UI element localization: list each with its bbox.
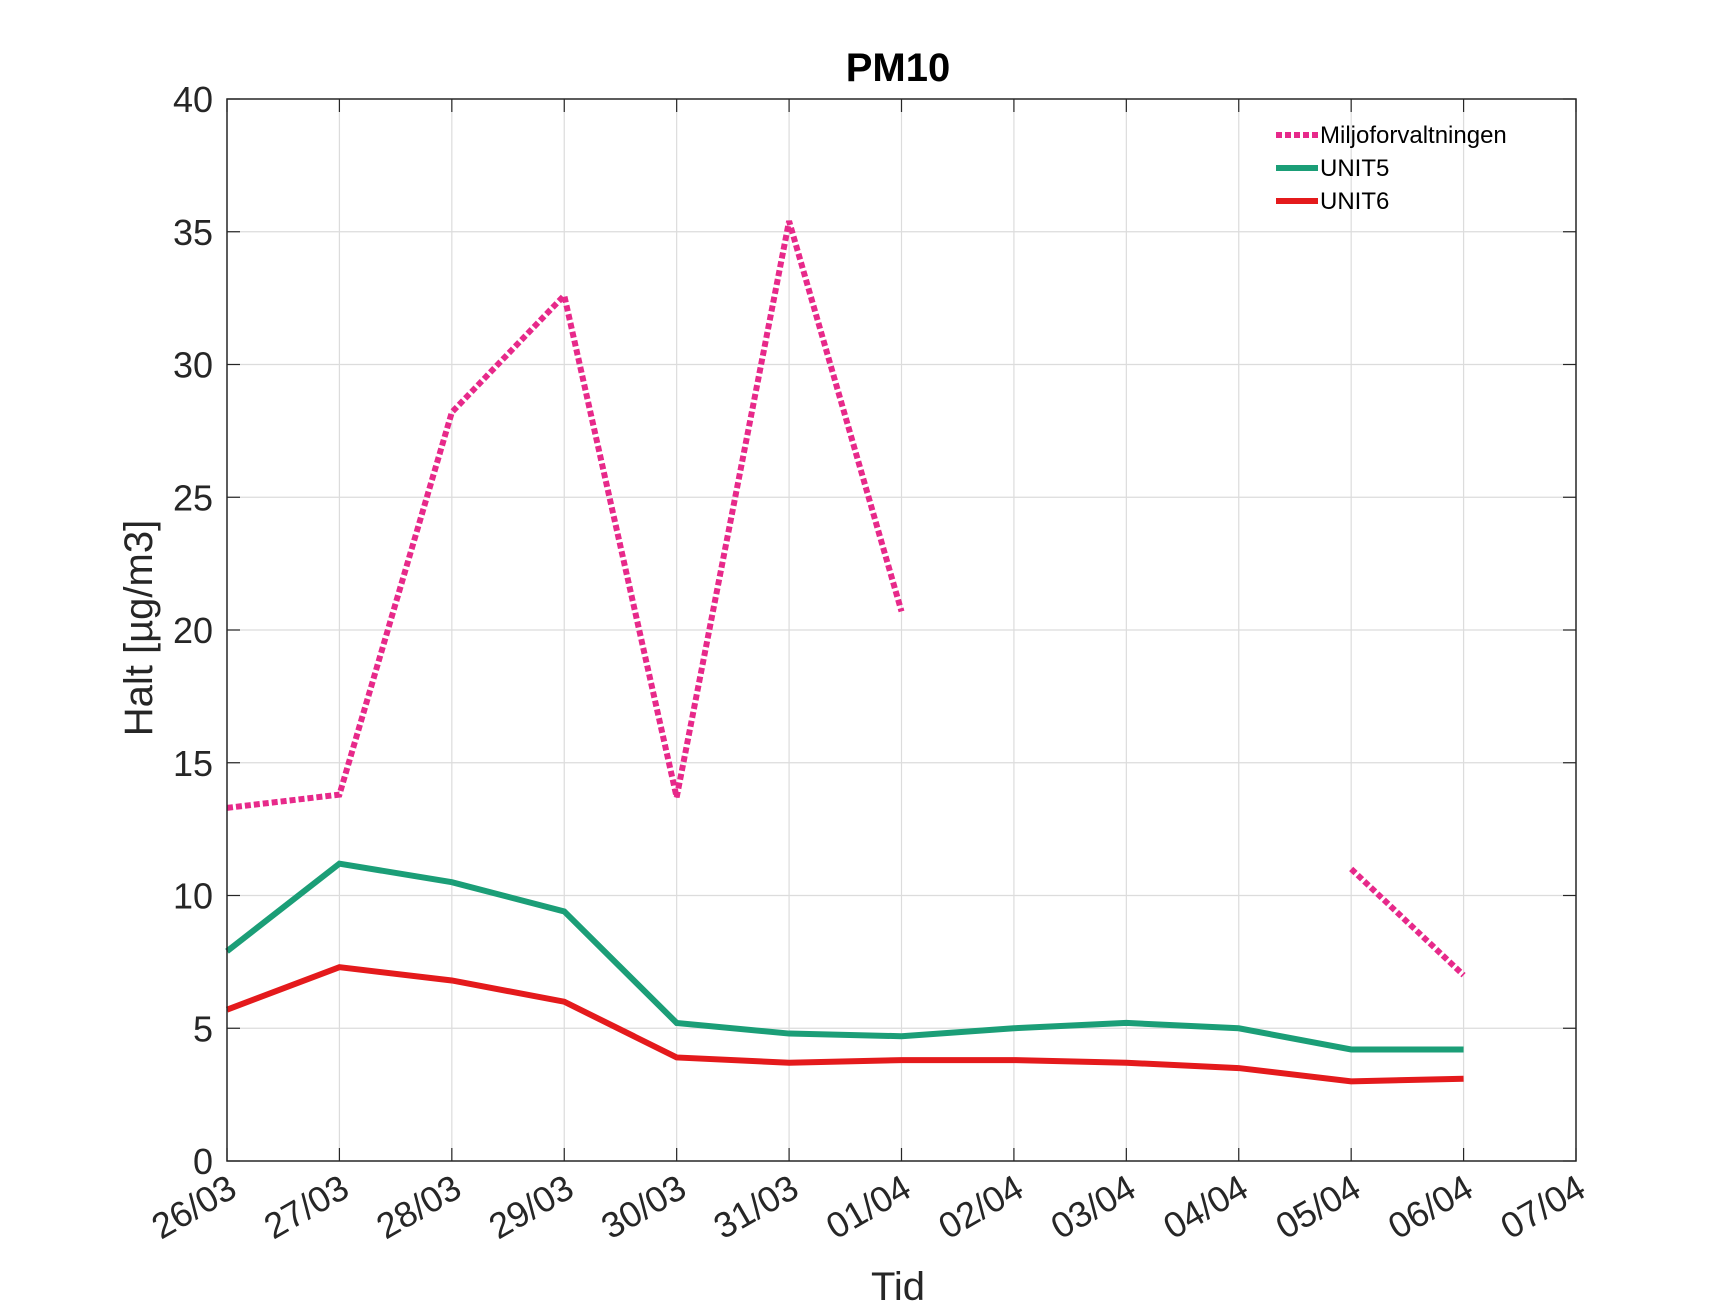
series-line-miljoforvaltningen [1349, 866, 1466, 978]
legend-label-unit6: UNIT6 [1320, 188, 1389, 215]
series-line-miljoforvaltningen [226, 220, 905, 811]
y-tick-label: 30 [173, 345, 213, 386]
y-tick-label: 40 [173, 79, 213, 120]
y-tick-labels: 0 5 10 15 20 25 30 35 40 [173, 79, 213, 1182]
y-tick-label: 15 [173, 743, 213, 784]
y-axis-title: Halt [µg/m3] [117, 520, 161, 736]
y-tick-label: 35 [173, 212, 213, 253]
series-line-unit6 [225, 964, 1464, 1085]
y-tick-label: 10 [173, 876, 213, 917]
legend-label-miljoforvaltningen: Miljoforvaltningen [1320, 122, 1507, 149]
plot-area-frame [226, 98, 1577, 1162]
legend: Miljoforvaltningen UNIT5 UNIT6 [1276, 122, 1507, 215]
x-axis-title: Tid [871, 1265, 925, 1306]
legend-label-unit5: UNIT5 [1320, 155, 1389, 182]
y-tick-label: 20 [173, 610, 213, 651]
y-tick-label: 5 [193, 1008, 213, 1049]
y-tick-label: 25 [173, 477, 213, 518]
series-lines [225, 220, 1466, 1085]
chart-title: PM10 [846, 46, 951, 90]
y-tick-label: 0 [193, 1141, 213, 1182]
series-line-unit5 [225, 860, 1464, 1053]
grid [227, 99, 1576, 1161]
